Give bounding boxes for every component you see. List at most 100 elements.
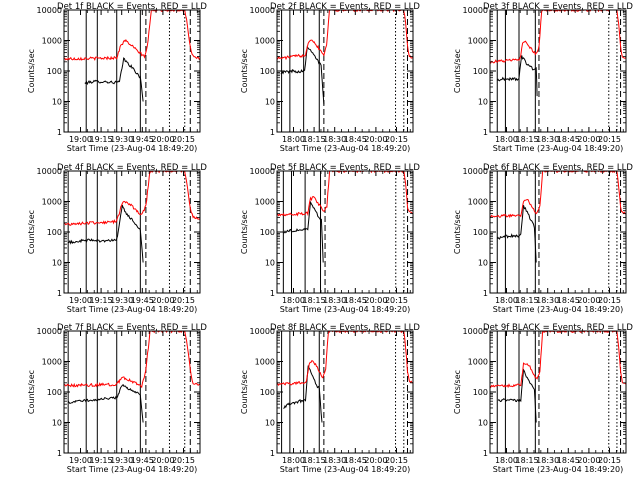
- panel-title: Det 5f BLACK = Events, RED = LLD: [270, 163, 420, 173]
- x-tick-label: 18:00: [282, 456, 305, 465]
- x-axis-label: Start Time (23-Aug-04 18:49:20): [67, 465, 198, 474]
- x-tick-label: 18:45: [557, 296, 580, 305]
- y-tick-label: 1: [57, 449, 62, 458]
- y-tick-label: 1: [483, 449, 488, 458]
- plot-frame: [276, 9, 414, 133]
- y-tick-label: 10: [478, 98, 488, 107]
- y-tick-label: 10000: [463, 6, 488, 15]
- detector-panel-4: Det 4f BLACK = Events, RED = LLD 1 10 100 10…: [27, 163, 207, 314]
- panel-title: Det 8f BLACK = Events, RED = LLD: [270, 323, 420, 333]
- x-tick-label: 20:15: [385, 456, 408, 465]
- plot-area: [490, 10, 626, 132]
- y-tick-label: 1000: [468, 358, 488, 367]
- y-tick-label: 10: [52, 259, 62, 268]
- x-axis-label: Start Time (23-Aug-04 18:49:20): [493, 465, 624, 474]
- series-events-line: [280, 45, 325, 105]
- y-axis-label: Counts/sec: [27, 49, 36, 93]
- x-tick-label: 18:15: [516, 296, 539, 305]
- x-tick-label: 18:00: [282, 296, 305, 305]
- detector-panel-6: Det 6f BLACK = Events, RED = LLD 1 10 100 10…: [453, 163, 633, 314]
- x-tick-label: 19:45: [131, 456, 154, 465]
- panel-title: Det 3f BLACK = Events, RED = LLD: [483, 2, 633, 12]
- x-tick-label: 19:30: [110, 135, 133, 144]
- x-tick-label: 20:00: [577, 135, 600, 144]
- y-axis-label: Counts/sec: [453, 49, 462, 93]
- x-tick-label: 20:00: [364, 456, 387, 465]
- detector-panel-5: Det 5f BLACK = Events, RED = LLD 1 10 100 10…: [240, 163, 420, 314]
- y-tick-label: 10: [478, 259, 488, 268]
- y-tick-label: 1: [483, 128, 488, 137]
- y-tick-label: 1000: [255, 37, 275, 46]
- x-tick-label: 18:15: [516, 135, 539, 144]
- x-tick-label: 18:15: [303, 456, 326, 465]
- x-tick-label: 18:15: [303, 296, 326, 305]
- y-tick-label: 100: [47, 388, 62, 397]
- x-tick-label: 20:00: [151, 296, 174, 305]
- y-tick-label: 1000: [255, 198, 275, 207]
- x-tick-label: 20:15: [598, 456, 621, 465]
- x-tick-label: 19:45: [131, 135, 154, 144]
- plot-frame: [63, 330, 201, 454]
- panel-title: Det 1f BLACK = Events, RED = LLD: [57, 2, 207, 12]
- detector-panel-3: Det 3f BLACK = Events, RED = LLD 1 10 100 10…: [453, 2, 633, 153]
- series-events-line: [497, 368, 537, 423]
- x-tick-label: 18:00: [495, 135, 518, 144]
- y-tick-label: 10: [265, 259, 275, 268]
- y-axis-label: Counts/sec: [27, 370, 36, 414]
- x-tick-label: 18:45: [344, 135, 367, 144]
- x-tick-label: 18:45: [344, 296, 367, 305]
- x-tick-label: 19:15: [90, 456, 113, 465]
- y-tick-label: 1: [57, 289, 62, 298]
- x-tick-label: 18:30: [536, 456, 559, 465]
- series-lld-line: [277, 10, 413, 61]
- y-tick-label: 100: [47, 67, 62, 76]
- series-events-line: [283, 200, 324, 263]
- series-lld-line: [64, 171, 200, 226]
- y-tick-label: 1: [270, 289, 275, 298]
- plot-area: [277, 10, 413, 132]
- x-axis-label: Start Time (23-Aug-04 18:49:20): [493, 144, 624, 153]
- x-tick-label: 20:00: [364, 296, 387, 305]
- y-tick-label: 100: [473, 67, 488, 76]
- series-lld-line: [490, 10, 626, 64]
- y-tick-label: 100: [473, 228, 488, 237]
- series-events-line: [496, 55, 538, 97]
- y-tick-label: 10000: [37, 167, 62, 176]
- x-axis-label: Start Time (23-Aug-04 18:49:20): [493, 305, 624, 314]
- y-tick-label: 10000: [37, 6, 62, 15]
- y-tick-label: 100: [47, 228, 62, 237]
- x-tick-label: 18:30: [323, 296, 346, 305]
- x-tick-label: 19:30: [110, 296, 133, 305]
- series-lld-line: [277, 331, 413, 386]
- y-tick-label: 1: [270, 449, 275, 458]
- plot-frame: [63, 170, 201, 294]
- y-tick-label: 10: [265, 419, 275, 428]
- detector-panel-8: Det 8f BLACK = Events, RED = LLD 1 10 100 10…: [240, 323, 420, 474]
- y-tick-label: 10000: [250, 327, 275, 336]
- x-tick-label: 18:30: [323, 456, 346, 465]
- y-axis-label: Counts/sec: [240, 49, 249, 93]
- x-tick-label: 19:00: [69, 456, 92, 465]
- x-tick-label: 19:00: [69, 135, 92, 144]
- y-tick-label: 1: [483, 289, 488, 298]
- series-events-line: [67, 204, 144, 263]
- y-tick-label: 10000: [37, 327, 62, 336]
- detector-panel-2: Det 2f BLACK = Events, RED = LLD 1 10 100 10…: [240, 2, 420, 153]
- y-tick-label: 1: [57, 128, 62, 137]
- detector-panel-7: Det 7f BLACK = Events, RED = LLD 1 10 100 10…: [27, 323, 207, 474]
- y-axis-label: Counts/sec: [240, 210, 249, 254]
- x-tick-label: 19:00: [69, 296, 92, 305]
- x-tick-label: 20:15: [385, 135, 408, 144]
- x-tick-label: 20:00: [577, 456, 600, 465]
- series-events-line: [496, 205, 537, 263]
- y-axis-label: Counts/sec: [453, 370, 462, 414]
- x-axis-label: Start Time (23-Aug-04 18:49:20): [280, 465, 411, 474]
- y-tick-label: 100: [260, 388, 275, 397]
- x-tick-label: 20:15: [385, 296, 408, 305]
- x-tick-label: 20:15: [598, 296, 621, 305]
- y-tick-label: 10000: [463, 327, 488, 336]
- panel-title: Det 4f BLACK = Events, RED = LLD: [57, 163, 207, 173]
- series-events-line: [283, 365, 323, 423]
- plot-area: [490, 171, 626, 293]
